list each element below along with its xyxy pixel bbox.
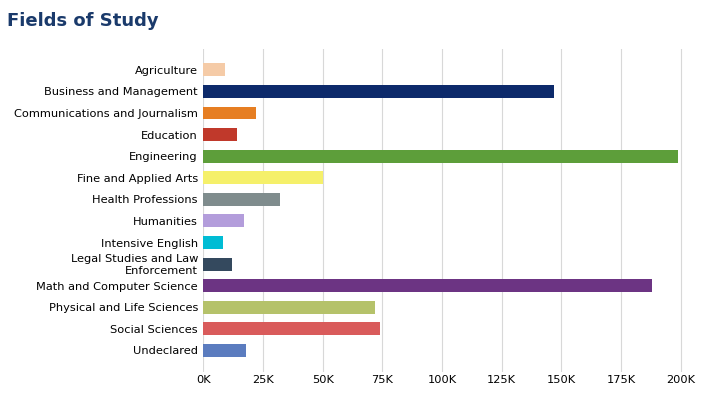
Bar bbox=[203, 215, 244, 228]
Bar bbox=[203, 301, 376, 314]
Bar bbox=[203, 64, 225, 77]
Bar bbox=[203, 172, 323, 185]
Text: Fields of Study: Fields of Study bbox=[7, 12, 159, 30]
Bar bbox=[203, 193, 280, 206]
Bar bbox=[203, 107, 256, 120]
Bar bbox=[203, 280, 652, 292]
Bar bbox=[203, 86, 554, 99]
Bar bbox=[203, 129, 237, 142]
Bar bbox=[203, 344, 246, 357]
Bar bbox=[203, 150, 678, 163]
Bar bbox=[203, 258, 232, 271]
Bar bbox=[203, 237, 223, 249]
Bar bbox=[203, 323, 380, 335]
